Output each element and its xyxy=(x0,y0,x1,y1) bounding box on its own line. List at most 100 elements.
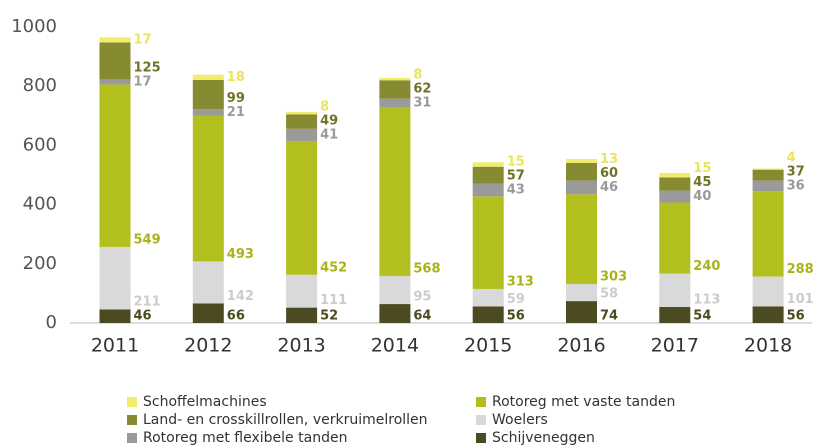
bar-segment xyxy=(99,79,131,85)
value-label: 568 xyxy=(413,261,440,276)
value-label: 142 xyxy=(227,289,254,304)
value-label: 64 xyxy=(413,309,431,324)
bar-segment xyxy=(472,306,504,323)
bar-segment xyxy=(379,77,411,81)
value-label: 60 xyxy=(600,166,618,181)
bar-segment xyxy=(659,172,691,178)
value-label: 46 xyxy=(600,180,618,195)
value-label: 113 xyxy=(693,293,720,308)
legend-label: Woelers xyxy=(492,412,548,428)
bar-segment xyxy=(286,114,318,129)
bar-segment xyxy=(286,128,318,141)
bar-segment xyxy=(286,274,318,308)
y-tick-label: 800 xyxy=(23,75,57,96)
legend-swatch xyxy=(476,433,486,443)
y-tick-label: 1000 xyxy=(11,16,57,37)
bar-segment xyxy=(566,194,597,284)
value-label: 15 xyxy=(507,154,525,169)
bar-segment xyxy=(192,79,224,110)
value-label: 18 xyxy=(227,70,245,85)
bar-segment xyxy=(379,80,411,99)
x-tick-label: 2018 xyxy=(744,335,792,357)
value-label: 211 xyxy=(134,295,161,310)
value-label: 59 xyxy=(507,292,525,307)
bar-segment xyxy=(659,190,691,203)
value-label: 43 xyxy=(507,182,525,197)
value-label: 493 xyxy=(227,247,254,262)
bar-segment xyxy=(192,303,224,323)
y-tick-label: 400 xyxy=(23,194,57,215)
value-label: 31 xyxy=(413,96,431,111)
legend-label: Rotoreg met flexibele tanden xyxy=(143,430,347,446)
value-label: 56 xyxy=(787,309,805,324)
legend-label: Rotoreg met vaste tanden xyxy=(492,394,675,410)
value-label: 4 xyxy=(787,150,796,165)
x-tick-label: 2012 xyxy=(184,335,232,357)
value-label: 56 xyxy=(507,309,525,324)
bar-segment xyxy=(659,177,691,191)
x-tick-label: 2016 xyxy=(557,335,605,357)
bar-segment xyxy=(752,169,784,181)
value-label: 45 xyxy=(693,175,711,190)
value-label: 49 xyxy=(320,113,338,128)
bar-segment xyxy=(379,275,411,305)
value-label: 46 xyxy=(134,309,152,324)
value-label: 57 xyxy=(507,168,525,183)
value-label: 15 xyxy=(693,161,711,176)
value-label: 17 xyxy=(134,74,152,89)
value-label: 8 xyxy=(413,68,422,83)
bar-segment xyxy=(566,301,597,323)
bar-segment xyxy=(752,191,784,277)
value-label: 54 xyxy=(693,309,711,324)
x-tick-label: 2013 xyxy=(277,335,325,357)
bar-segment xyxy=(192,74,224,80)
value-label: 21 xyxy=(227,105,245,120)
bar-segment xyxy=(99,84,131,247)
y-tick-label: 0 xyxy=(46,312,57,333)
bar-segment xyxy=(472,166,504,184)
bar-segment xyxy=(566,283,597,302)
value-label: 99 xyxy=(227,91,245,106)
x-tick-label: 2014 xyxy=(371,335,419,357)
x-tick-label: 2015 xyxy=(464,335,512,357)
bar-segment xyxy=(752,276,784,307)
legend-swatch xyxy=(476,415,486,425)
value-label: 303 xyxy=(600,269,627,284)
bar-segment xyxy=(659,307,691,323)
bar-segment xyxy=(379,107,411,276)
bar-segment xyxy=(566,180,597,195)
legend-swatch xyxy=(476,397,486,407)
bar-segment xyxy=(99,246,131,310)
bar-segment xyxy=(472,288,504,307)
value-label: 288 xyxy=(787,262,814,277)
bar-segment xyxy=(192,115,224,262)
value-label: 58 xyxy=(600,287,618,302)
bar-segment xyxy=(379,98,411,108)
value-label: 125 xyxy=(134,60,161,75)
value-label: 36 xyxy=(787,178,805,193)
bar-segment xyxy=(99,309,131,323)
bar-segment xyxy=(566,159,597,163)
value-label: 52 xyxy=(320,309,338,324)
value-label: 313 xyxy=(507,274,534,289)
value-label: 8 xyxy=(320,99,329,114)
bar-segment xyxy=(752,168,784,170)
value-label: 17 xyxy=(134,32,152,47)
legend-swatch xyxy=(127,433,137,443)
value-label: 66 xyxy=(227,309,245,324)
bar-segment xyxy=(286,307,318,323)
bar-segment xyxy=(99,37,131,43)
x-tick-label: 2017 xyxy=(651,335,699,357)
bar-segment xyxy=(659,273,691,308)
value-label: 40 xyxy=(693,189,711,204)
value-label: 41 xyxy=(320,127,338,142)
bar-segment xyxy=(752,180,784,192)
value-label: 74 xyxy=(600,309,618,324)
bar-segment xyxy=(472,162,504,167)
bar-segment xyxy=(472,196,504,289)
bar-segment xyxy=(566,162,597,181)
bar-segment xyxy=(286,140,318,275)
bar-segment xyxy=(752,306,784,323)
y-tick-label: 200 xyxy=(23,253,57,274)
